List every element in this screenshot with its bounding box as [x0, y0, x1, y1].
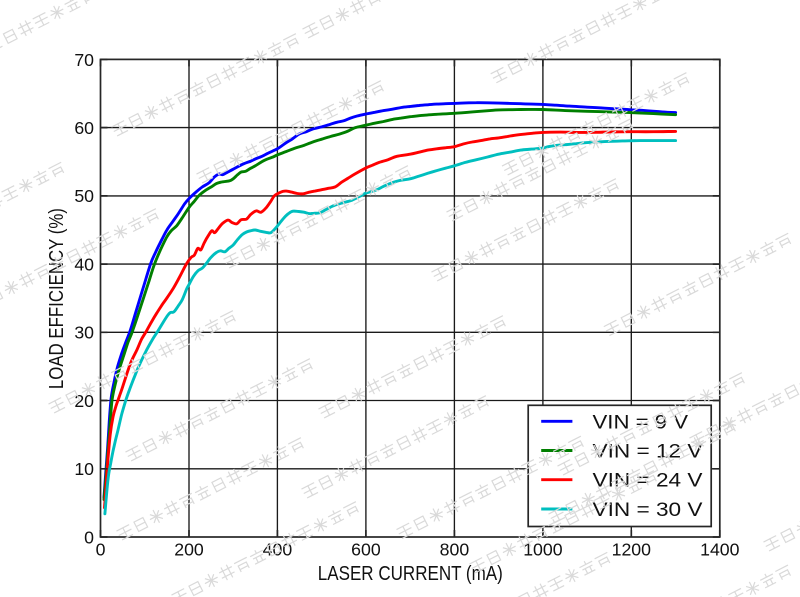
svg-text:1200: 1200	[612, 539, 652, 559]
svg-text:1000: 1000	[523, 539, 563, 559]
svg-text:50: 50	[74, 186, 94, 206]
svg-text:400: 400	[263, 539, 293, 559]
svg-text:60: 60	[74, 118, 94, 138]
svg-text:200: 200	[174, 539, 204, 559]
svg-text:10: 10	[74, 459, 94, 479]
svg-text:0: 0	[84, 527, 94, 547]
svg-text:LOAD EFFICIENCY (%): LOAD EFFICIENCY (%)	[46, 208, 68, 389]
svg-text:20: 20	[74, 391, 94, 411]
svg-text:70: 70	[74, 50, 94, 70]
svg-text:VIN = 12 V: VIN = 12 V	[593, 442, 703, 463]
svg-text:600: 600	[351, 539, 381, 559]
svg-text:VIN = 24 V: VIN = 24 V	[593, 471, 703, 492]
svg-text:40: 40	[74, 254, 94, 274]
svg-text:LASER CURRENT (mA): LASER CURRENT (mA)	[318, 563, 503, 585]
svg-text:30: 30	[74, 323, 94, 343]
svg-text:VIN = 30 V: VIN = 30 V	[593, 500, 703, 521]
svg-text:1400: 1400	[700, 539, 740, 559]
svg-text:800: 800	[440, 539, 470, 559]
svg-text:0: 0	[96, 539, 106, 559]
